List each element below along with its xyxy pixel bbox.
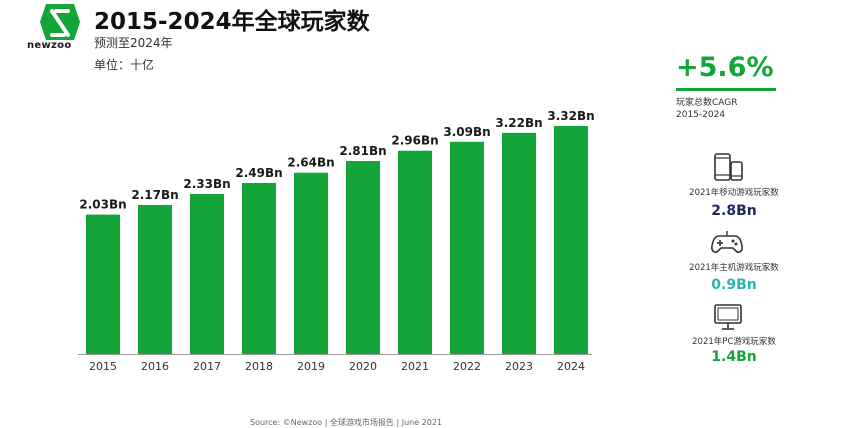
mobile-stat-label: 2021年移动游戏玩家数 bbox=[689, 188, 779, 198]
logo-wordmark: newzoo bbox=[27, 40, 72, 51]
tick-label-2018: 2018 bbox=[245, 360, 273, 373]
players-bar-chart: 2.03Bn 2015 2.17Bn 2016 2.33Bn 2017 2.49Bn 2018… bbox=[78, 109, 595, 373]
mobile-devices-icon bbox=[714, 153, 743, 181]
tick-label-2015: 2015 bbox=[89, 360, 117, 373]
data-label-2015: 2.03Bn bbox=[79, 198, 126, 212]
pc-stat-label: 2021年PC游戏玩家数 bbox=[692, 337, 776, 347]
bar-2016 bbox=[138, 204, 172, 354]
tick-label-2021: 2021 bbox=[401, 360, 429, 373]
data-label-2016: 2.17Bn bbox=[131, 188, 178, 202]
bar-2015 bbox=[86, 214, 120, 354]
bar-2017 bbox=[190, 193, 224, 354]
unit-label: 单位：十亿 bbox=[94, 58, 155, 72]
tick-label-2019: 2019 bbox=[297, 360, 325, 373]
data-label-2017: 2.33Bn bbox=[183, 177, 230, 191]
console-stat-value: 0.9Bn bbox=[711, 277, 757, 293]
mobile-stat-value: 2.8Bn bbox=[711, 203, 757, 219]
cagr-label-line1: 玩家总数CAGR bbox=[676, 98, 738, 108]
data-label-2020: 2.81Bn bbox=[339, 144, 386, 158]
console-stat-label: 2021年主机游戏玩家数 bbox=[689, 263, 779, 273]
cagr-value: +5.6% bbox=[676, 52, 774, 83]
data-label-2021: 2.96Bn bbox=[391, 134, 438, 148]
data-label-2022: 3.09Bn bbox=[443, 125, 490, 139]
cagr-label-line2: 2015-2024 bbox=[676, 110, 726, 120]
tick-label-2024: 2024 bbox=[557, 360, 585, 373]
page-title: 2015-2024年全球玩家数 bbox=[94, 9, 370, 35]
bar-2024 bbox=[554, 126, 588, 354]
data-label-2019: 2.64Bn bbox=[287, 156, 334, 170]
page-subtitle: 预测至2024年 bbox=[94, 36, 173, 50]
cagr-underline bbox=[676, 88, 776, 91]
newzoo-logo bbox=[40, 4, 80, 40]
bar-2020 bbox=[346, 161, 380, 354]
bar-2022 bbox=[450, 141, 484, 354]
cagr-label: 玩家总数CAGR 2015-2024 bbox=[676, 97, 738, 121]
data-label-2023: 3.22Bn bbox=[495, 116, 542, 130]
tick-label-2020: 2020 bbox=[349, 360, 377, 373]
tick-label-2023: 2023 bbox=[505, 360, 533, 373]
bar-2019 bbox=[294, 172, 328, 354]
tick-label-2016: 2016 bbox=[141, 360, 169, 373]
tick-label-2022: 2022 bbox=[453, 360, 481, 373]
source-note: Source: ©Newzoo | 全球游戏市场报告 | June 2021 bbox=[250, 418, 443, 427]
bar-2023 bbox=[502, 132, 536, 354]
monitor-icon bbox=[714, 304, 742, 330]
data-label-2018: 2.49Bn bbox=[235, 166, 282, 180]
gamepad-icon bbox=[711, 231, 743, 253]
bar-2018 bbox=[242, 183, 276, 354]
tick-label-2017: 2017 bbox=[193, 360, 221, 373]
pc-stat-value: 1.4Bn bbox=[711, 349, 757, 365]
bar-2021 bbox=[398, 150, 432, 354]
data-label-2024: 3.32Bn bbox=[547, 109, 594, 123]
